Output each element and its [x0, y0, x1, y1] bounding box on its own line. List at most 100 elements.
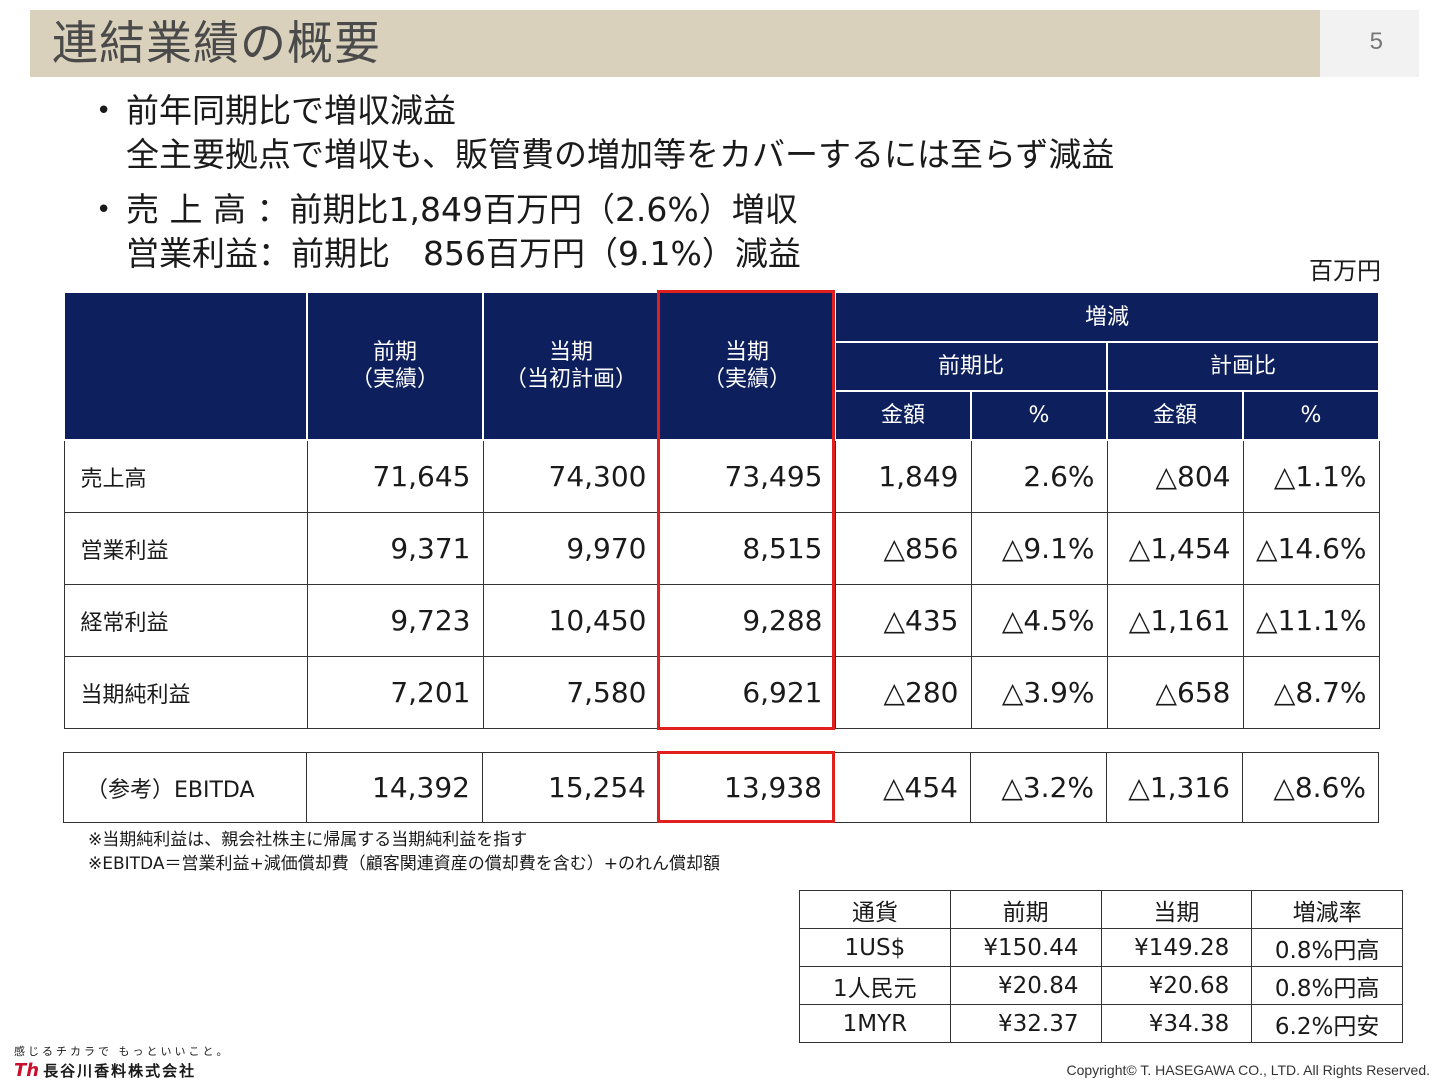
header-amount-plan: 金額	[1106, 390, 1244, 441]
cell-vs-plan-amount: △1,454	[1106, 512, 1244, 585]
title-bar: 連結業績の概要	[30, 10, 1320, 77]
cell-vs-prev-amount: △856	[834, 512, 972, 585]
bullet-2-line-2: 営業利益：前期比 856百万円（9.1%）減益	[126, 234, 801, 273]
bullet-2-line-1: 売 上 高 ：前期比1,849百万円（2.6%）増収	[126, 190, 798, 229]
cell-vs-plan-amount: △1,161	[1106, 584, 1244, 657]
table-row: （参考）EBITDA 14,392 15,254 13,938 △454 △3.…	[63, 752, 1379, 823]
header-pct-plan: %	[1241, 390, 1381, 441]
fx-currency: 1MYR	[799, 1004, 951, 1043]
ebitda-label: （参考）EBITDA	[63, 752, 307, 823]
fx-change: 0.8%円高	[1251, 928, 1403, 967]
fx-rate-table: 通貨 前期 当期 増減率 1US$ ¥150.44 ¥149.28 0.8%円高…	[799, 890, 1403, 1043]
fx-current: ¥149.28	[1100, 928, 1253, 967]
fx-row: 1人民元 ¥20.84 ¥20.68 0.8%円高	[799, 966, 1403, 1005]
page-title: 連結業績の概要	[52, 16, 381, 70]
cell-plan: 10,450	[482, 584, 660, 657]
cell-actual: 73,495	[658, 439, 836, 513]
bullet-dot: •	[96, 96, 112, 126]
company-logo: 感じるチカラで もっといいこと。 Th 長谷川香料株式会社	[14, 1045, 231, 1081]
cell-plan: 74,300	[482, 439, 660, 513]
header-actual-line1: 当期	[724, 340, 769, 365]
header-prev-line2: （実績）	[350, 367, 439, 392]
cell-vs-plan-pct: △11.1%	[1242, 584, 1380, 657]
logo-mark-icon: Th	[14, 1059, 40, 1081]
fx-prev: ¥32.37	[949, 1004, 1102, 1043]
fx-prev: ¥150.44	[949, 928, 1102, 967]
cell-vs-prev-pct: 2.6%	[970, 439, 1108, 513]
cell-vs-prev-amount: △280	[834, 656, 972, 729]
footnote-1: ※当期純利益は、親会社株主に帰属する当期純利益を指す	[88, 830, 528, 850]
fx-current: ¥34.38	[1100, 1004, 1253, 1043]
table-row: 営業利益 9,371 9,970 8,515 △856 △9.1% △1,454…	[63, 512, 1380, 585]
fx-currency: 1人民元	[799, 966, 951, 1005]
bullet-dot: •	[96, 195, 112, 225]
cell-vs-prev-pct: △3.9%	[970, 656, 1108, 729]
fx-currency: 1US$	[799, 928, 951, 967]
cell-prev: 71,645	[306, 439, 484, 513]
header-plan: 当期 （当初計画）	[482, 291, 660, 441]
cell-vs-plan-amount: △658	[1106, 656, 1244, 729]
row-label: 経常利益	[63, 584, 308, 657]
logo-company-name: 長谷川香料株式会社	[43, 1062, 197, 1080]
actual-column-highlight	[657, 290, 835, 730]
header-vs-prev: 前期比	[834, 341, 1108, 392]
header-amount-prev: 金額	[834, 390, 972, 441]
cell-prev: 9,371	[306, 512, 484, 585]
fx-change: 6.2%円安	[1251, 1004, 1403, 1043]
header-prev-line1: 前期	[372, 340, 417, 365]
table-row: 経常利益 9,723 10,450 9,288 △435 △4.5% △1,16…	[63, 584, 1380, 657]
fx-row: 1MYR ¥32.37 ¥34.38 6.2%円安	[799, 1004, 1403, 1043]
cell-vs-plan-pct: △8.6%	[1242, 752, 1379, 823]
cell-vs-prev-amount: △454	[834, 752, 971, 823]
cell-vs-plan-amount: △1,316	[1106, 752, 1243, 823]
row-label: 営業利益	[63, 512, 308, 585]
cell-vs-prev-pct: △4.5%	[970, 584, 1108, 657]
fx-row: 1US$ ¥150.44 ¥149.28 0.8%円高	[799, 928, 1403, 967]
fx-header-row: 通貨 前期 当期 増減率	[799, 890, 1403, 929]
header-pct-prev: %	[970, 390, 1108, 441]
header-change: 増減	[833, 291, 1381, 343]
row-label: 当期純利益	[63, 656, 308, 729]
header-actual-line2: （実績）	[702, 367, 791, 392]
cell-prev: 7,201	[306, 656, 484, 729]
fx-change: 0.8%円高	[1251, 966, 1403, 1005]
cell-vs-plan-pct: △8.7%	[1242, 656, 1380, 729]
fx-header-current: 当期	[1100, 890, 1253, 929]
cell-vs-prev-amount: 1,849	[834, 439, 972, 513]
cell-vs-plan-pct: △1.1%	[1242, 439, 1380, 513]
cell-prev: 9,723	[306, 584, 484, 657]
cell-vs-prev-amount: △435	[834, 584, 972, 657]
page-number: 5	[1369, 28, 1383, 55]
results-table: 前期 （実績） 当期 （当初計画） 当期 （実績） 増減 前期比 計画比 金額 …	[63, 291, 1381, 729]
unit-label: 百万円	[1309, 257, 1381, 285]
bullet-1-line-2: 全主要拠点で増収も、販管費の増加等をカバーするには至らず減益	[126, 135, 1115, 174]
cell-actual: 9,288	[658, 584, 836, 657]
fx-header-change: 増減率	[1251, 890, 1403, 929]
cell-vs-prev-pct: △9.1%	[970, 512, 1108, 585]
table-row: 売上高 71,645 74,300 73,495 1,849 2.6% △804…	[63, 439, 1380, 513]
cell-plan: 15,254	[482, 752, 659, 823]
fx-header-prev: 前期	[949, 890, 1102, 929]
cell-prev: 14,392	[306, 752, 483, 823]
cell-plan: 7,580	[482, 656, 660, 729]
copyright: Copyright© T. HASEGAWA CO., LTD. All Rig…	[1066, 1062, 1430, 1078]
page-number-box: 5	[1320, 10, 1419, 77]
table-row: 当期純利益 7,201 7,580 6,921 △280 △3.9% △658 …	[63, 656, 1380, 729]
cell-vs-prev-pct: △3.2%	[970, 752, 1107, 823]
bullet-1-line-1: 前年同期比で増収減益	[126, 91, 456, 130]
header-plan-line1: 当期	[548, 340, 593, 365]
ebitda-actual-highlight	[657, 751, 835, 823]
header-plan-line2: （当初計画）	[504, 367, 637, 392]
header-blank	[63, 291, 308, 441]
header-actual: 当期 （実績）	[658, 291, 836, 441]
cell-vs-plan-amount: △804	[1106, 439, 1244, 513]
header-prev: 前期 （実績）	[306, 291, 484, 441]
fx-prev: ¥20.84	[949, 966, 1102, 1005]
cell-vs-plan-pct: △14.6%	[1242, 512, 1380, 585]
row-label: 売上高	[63, 439, 308, 513]
footnote-2: ※EBITDA＝営業利益+減価償却費（顧客関連資産の償却費を含む）+のれん償却額	[88, 854, 720, 874]
fx-current: ¥20.68	[1100, 966, 1253, 1005]
logo-tagline: 感じるチカラで もっといいこと。	[14, 1045, 231, 1058]
footnotes: ※当期純利益は、親会社株主に帰属する当期純利益を指す ※EBITDA＝営業利益+…	[88, 828, 720, 876]
fx-header-currency: 通貨	[799, 890, 951, 929]
